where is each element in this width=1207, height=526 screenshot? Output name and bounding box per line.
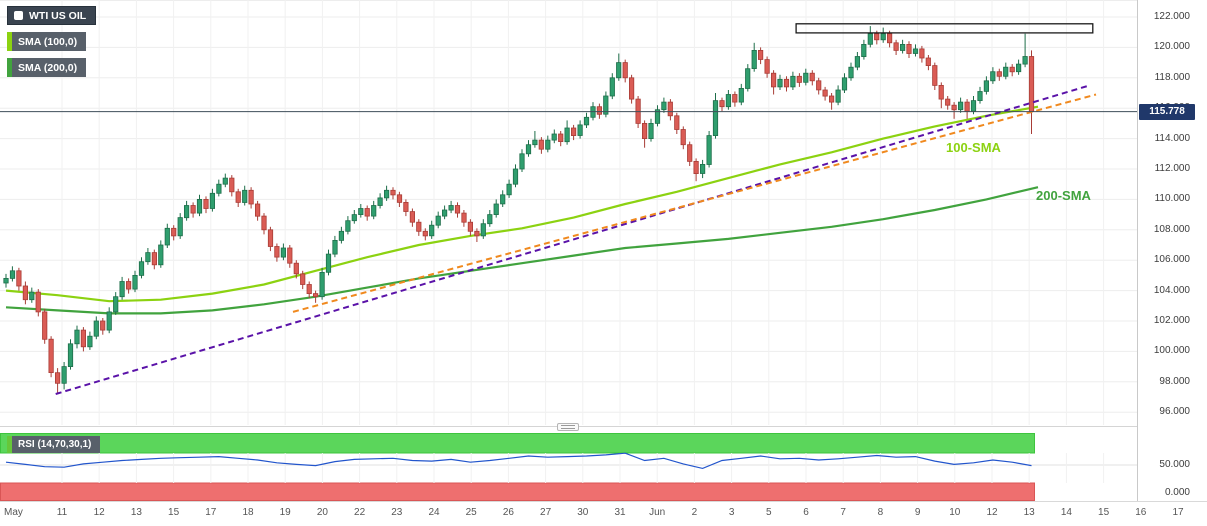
rsi-legend-label: RSI (14,70,30,1) (18, 439, 92, 450)
rsi-line (5, 452, 1032, 470)
rsi-panel-canvas[interactable] (0, 433, 1137, 501)
time-axis-label: 12 (93, 507, 105, 518)
sma200-legend[interactable]: SMA (200,0) (7, 58, 87, 77)
last-price-tag: 115.778 (1139, 103, 1195, 120)
rsi-axis-label: 0.000 (1164, 487, 1190, 498)
price-chart-canvas[interactable] (0, 0, 1137, 425)
price-axis-label: 96.000 (1159, 406, 1190, 418)
time-axis-label: 5 (766, 507, 772, 518)
time-axis-label: 22 (354, 507, 366, 518)
time-axis-label: 3 (728, 507, 735, 518)
time-axis-label: 25 (465, 507, 477, 518)
time-axis-label: 11 (56, 507, 68, 518)
price-axis-label: 114.000 (1154, 132, 1190, 144)
time-axis-label: 26 (502, 507, 514, 518)
time-axis-label: 17 (1172, 507, 1184, 518)
rsi-oversold-band (0, 482, 1035, 501)
price-axis-label: 98.000 (1159, 375, 1190, 387)
candles-series (3, 26, 1035, 394)
time-axis-label: 19 (279, 507, 291, 518)
rsi-axis[interactable]: 50.000 0.000 (1138, 433, 1207, 501)
rsi-legend[interactable]: RSI (14,70,30,1) (7, 436, 101, 453)
time-axis-label: 15 (1098, 507, 1110, 518)
time-axis-label: 23 (391, 507, 403, 518)
time-axis-label: 20 (316, 507, 328, 518)
time-axis-label: 30 (577, 507, 589, 518)
time-axis-label: 18 (242, 507, 254, 518)
time-axis-separator (0, 501, 1207, 502)
price-axis-label: 118.000 (1154, 71, 1190, 83)
time-axis-label: 9 (914, 507, 921, 518)
instrument-legend-label: WTI US OIL (29, 9, 87, 22)
price-axis-label: 104.000 (1153, 284, 1190, 296)
time-axis-label: 7 (840, 507, 846, 518)
sma100-swatch-icon (7, 32, 12, 51)
instrument-legend[interactable]: WTI US OIL (7, 6, 97, 25)
secondary-trendline[interactable] (292, 93, 1097, 313)
time-axis-label: 17 (205, 507, 217, 518)
sma-200-line (5, 186, 1039, 315)
price-axis-label: 120.000 (1153, 41, 1190, 53)
time-axis-label: 31 (614, 507, 626, 518)
time-axis-label: 12 (986, 507, 998, 518)
rsi-axis-label: 50.000 (1159, 459, 1190, 470)
plot-top-border (0, 0, 1137, 1)
time-axis-label: 27 (540, 507, 552, 518)
sma200-swatch-icon (7, 58, 12, 77)
price-axis-label: 108.000 (1153, 223, 1190, 235)
price-axis-label: 102.000 (1153, 315, 1190, 326)
time-axis-label: 2 (691, 507, 698, 518)
rsi-overbought-band (0, 433, 1035, 454)
panel-resize-handle[interactable] (557, 423, 579, 431)
grid-lines (0, 0, 1137, 425)
rsi-swatch-icon (7, 436, 12, 453)
time-axis-label: 14 (1060, 507, 1072, 518)
axis-separator (1137, 0, 1138, 501)
time-axis-label: Jun (649, 507, 666, 518)
time-axis-label: 13 (130, 507, 142, 518)
price-axis-label: 122.000 (1153, 11, 1190, 22)
time-axis-label: May (4, 507, 23, 518)
sma100-legend-label: SMA (100,0) (18, 35, 78, 48)
resistance-zone-box[interactable] (795, 23, 1094, 34)
time-axis[interactable]: May 11 12 13 15 17 18 19 20 22 23 24 25 26 27 30 31 Jun 2 3… (0, 503, 1207, 525)
price-axis-label: 100.000 (1153, 345, 1190, 357)
sma100-legend[interactable]: SMA (100,0) (7, 32, 87, 51)
time-axis-label: 10 (949, 507, 961, 518)
price-axis[interactable]: 115.778 122.000120.000118.000116.000114.… (1138, 0, 1207, 425)
time-axis-label: 8 (877, 507, 884, 518)
sma100-annotation: 100-SMA (946, 140, 1001, 155)
price-axis-label: 106.000 (1153, 254, 1190, 266)
time-axis-label: 15 (168, 507, 180, 518)
time-axis-label: 6 (803, 507, 809, 518)
sma200-legend-label: SMA (200,0) (18, 61, 78, 74)
instrument-icon (14, 11, 23, 20)
sma200-annotation: 200-SMA (1036, 188, 1091, 203)
sma-100-line (5, 105, 1039, 303)
price-axis-label: 110.000 (1154, 193, 1190, 205)
time-axis-label: 13 (1023, 507, 1035, 518)
time-axis-label: 16 (1135, 507, 1147, 518)
price-axis-label: 112.000 (1154, 163, 1190, 174)
time-axis-label: 24 (428, 507, 440, 518)
